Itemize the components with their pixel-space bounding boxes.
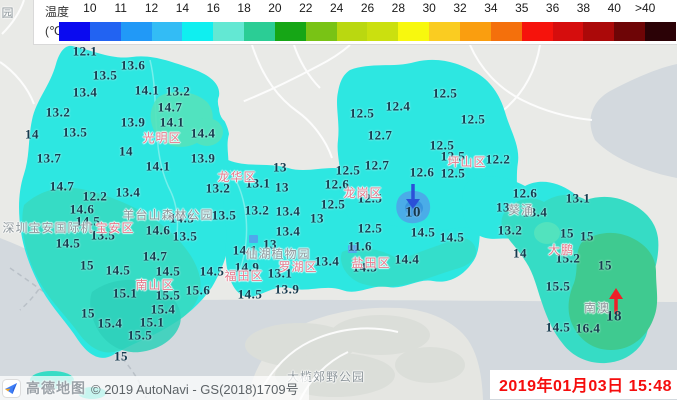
- legend-swatch: [398, 22, 430, 41]
- hongkong-hills: [245, 315, 465, 397]
- temp-patch-green-light: [150, 91, 560, 244]
- legend-swatch: [182, 22, 214, 41]
- legend-swatch: [459, 22, 491, 41]
- legend-tick: 35: [515, 1, 529, 15]
- legend-tick: 34: [484, 1, 498, 15]
- legend-swatch: [552, 22, 584, 41]
- legend-title-text: 温度: [45, 5, 70, 19]
- legend-swatch: [645, 22, 676, 41]
- bay-northeast: [590, 64, 677, 178]
- temperature-legend: 温度 (℃) 10 11 12 14 16 18 20 22 24 26 28 30 32 34 35 36 3…: [33, 0, 677, 45]
- legend-tick: 12: [144, 1, 159, 15]
- legend-tick: 11: [114, 1, 127, 15]
- legend-tick: 30: [422, 1, 436, 15]
- legend-swatch: [614, 22, 646, 41]
- legend-swatch: [305, 22, 337, 41]
- legend-tick: 20: [268, 1, 282, 15]
- map-attribution: 高德地图 © 2019 AutoNavi - GS(2018)1709号: [0, 376, 309, 400]
- legend-tick: 36: [545, 1, 560, 15]
- legend-tick: 28: [391, 1, 406, 15]
- legend-swatch: [367, 22, 399, 41]
- legend-swatch: [336, 22, 368, 41]
- temp-rise-arrow-icon: [609, 288, 623, 314]
- district-borders: [149, 59, 248, 271]
- legend-swatch: [490, 22, 522, 41]
- legend-swatch: [213, 22, 245, 41]
- legend-tick-row: 10 11 12 14 16 18 20 22 24 26 28 30 32 34 35 36 38 40 >40: [59, 1, 676, 19]
- legend-tick: >40: [634, 1, 656, 15]
- legend-tick: 10: [83, 1, 97, 15]
- legend-tick: 16: [206, 1, 220, 15]
- legend-tick: 40: [607, 1, 621, 15]
- legend-swatch: [59, 22, 90, 41]
- legend-swatch: [120, 22, 152, 41]
- legend-swatch-row: [59, 22, 676, 41]
- legend-swatch: [244, 22, 275, 41]
- legend-swatch: [429, 22, 460, 41]
- legend-tick: 32: [453, 1, 467, 15]
- amap-brand[interactable]: 高德地图: [26, 380, 86, 396]
- legend-swatch: [583, 22, 615, 41]
- legend-tick: 14: [175, 1, 190, 15]
- legend-tick: 24: [329, 1, 344, 15]
- legend-swatch: [151, 22, 183, 41]
- amap-logo-icon: [2, 378, 21, 398]
- copyright-text: © 2019 AutoNavi - GS(2018)1709号: [91, 381, 299, 397]
- legend-swatch: [89, 22, 121, 41]
- legend-color-bar: 10 11 12 14 16 18 20 22 24 26 28 30 32 34 35 36 38 40 >40: [59, 0, 676, 44]
- legend-tick: 22: [299, 1, 313, 15]
- reservoir-squares: [249, 235, 357, 253]
- legend-tick: 26: [360, 1, 375, 15]
- legend-swatch: [274, 22, 306, 41]
- legend-tick: 38: [576, 1, 591, 15]
- temp-zone-green: [568, 232, 658, 350]
- legend-tick: 18: [237, 1, 251, 15]
- temp-drop-arrow-icon: [406, 184, 420, 209]
- observation-timestamp: 2019年01月03日 15:48: [489, 370, 677, 399]
- legend-swatch: [521, 22, 553, 41]
